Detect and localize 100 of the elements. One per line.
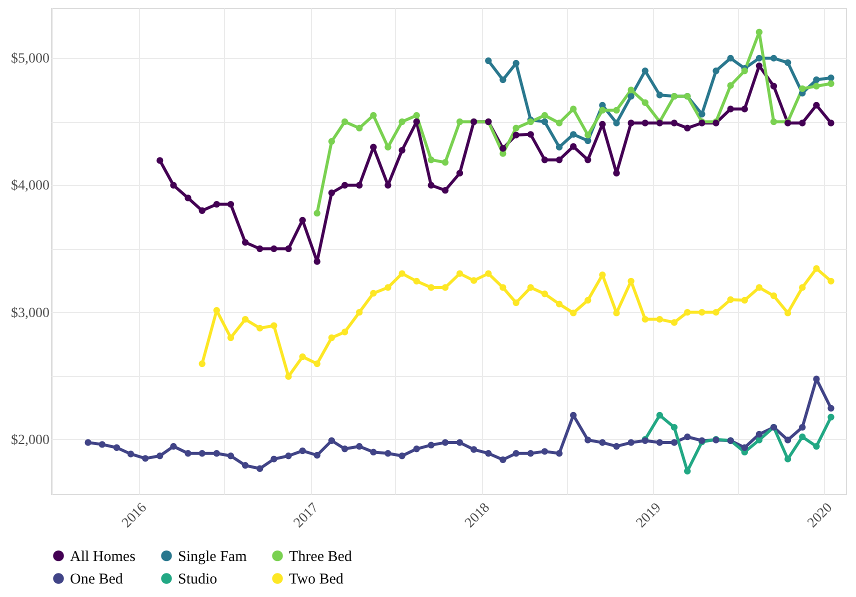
point	[584, 156, 592, 164]
point	[712, 68, 720, 74]
point	[314, 452, 320, 459]
point	[113, 444, 120, 451]
point	[170, 182, 177, 189]
point	[770, 292, 778, 300]
point	[828, 414, 834, 420]
y-tick-label: $4,000	[11, 178, 50, 194]
point	[512, 132, 520, 138]
point	[456, 439, 464, 446]
point	[384, 144, 392, 150]
y-tick-label: $2,000	[11, 432, 50, 448]
point	[656, 439, 664, 446]
point	[470, 446, 478, 453]
point	[613, 443, 620, 450]
point	[341, 446, 348, 452]
point	[770, 118, 778, 126]
point	[756, 54, 763, 62]
point	[356, 308, 363, 316]
point	[684, 468, 691, 474]
point	[727, 54, 734, 62]
point	[285, 245, 292, 252]
point	[242, 316, 249, 323]
point	[741, 444, 748, 451]
point	[442, 159, 449, 166]
point	[698, 308, 706, 316]
point	[541, 448, 548, 455]
point	[84, 439, 92, 446]
point	[784, 436, 792, 444]
point	[813, 102, 820, 109]
point	[727, 296, 734, 303]
point	[684, 124, 691, 132]
point	[556, 120, 563, 126]
point	[813, 265, 820, 272]
point	[599, 120, 606, 128]
point	[213, 200, 220, 208]
point	[428, 182, 434, 189]
point	[599, 106, 606, 114]
point	[256, 245, 264, 252]
point	[756, 436, 763, 444]
legend-label: One Bed	[70, 572, 124, 588]
point	[485, 450, 492, 457]
point	[512, 60, 520, 67]
point	[500, 76, 506, 84]
point	[485, 270, 492, 277]
point	[384, 450, 392, 457]
point	[299, 447, 306, 454]
point	[628, 439, 634, 446]
point	[227, 452, 234, 460]
point	[613, 106, 620, 114]
point	[256, 324, 264, 332]
point	[456, 170, 464, 177]
point	[442, 284, 449, 291]
point	[213, 307, 220, 314]
legend-label: Single Fam	[178, 548, 248, 565]
point	[156, 452, 164, 460]
point	[314, 258, 320, 265]
point	[670, 424, 678, 431]
point	[741, 68, 748, 74]
point	[356, 124, 363, 132]
point	[584, 137, 592, 144]
point	[213, 450, 220, 457]
point	[198, 207, 206, 214]
point	[398, 118, 406, 126]
point	[613, 170, 620, 177]
point	[299, 353, 306, 360]
point	[570, 131, 577, 138]
point	[799, 85, 806, 92]
point	[512, 299, 520, 306]
point	[628, 120, 634, 126]
point	[756, 430, 763, 438]
point	[628, 86, 634, 94]
point	[512, 124, 520, 132]
point	[741, 106, 748, 112]
point	[599, 439, 606, 446]
y-tick-label: $5,000	[11, 52, 50, 67]
point	[398, 146, 406, 154]
point	[556, 156, 563, 164]
legend-label: Three Bed	[289, 548, 352, 565]
point	[256, 465, 264, 472]
point	[184, 450, 192, 457]
point	[500, 456, 506, 464]
point	[341, 118, 348, 126]
point	[828, 120, 834, 126]
point	[442, 186, 449, 194]
point	[684, 308, 691, 316]
point	[642, 68, 648, 74]
point	[570, 143, 577, 150]
point	[428, 442, 434, 448]
point	[613, 310, 620, 316]
point	[828, 278, 834, 285]
point	[527, 131, 534, 138]
point	[370, 144, 377, 150]
point	[799, 284, 806, 291]
point	[456, 270, 464, 277]
point	[541, 118, 548, 126]
point	[584, 296, 592, 304]
point	[670, 319, 678, 326]
point	[384, 284, 392, 291]
point	[770, 82, 778, 90]
